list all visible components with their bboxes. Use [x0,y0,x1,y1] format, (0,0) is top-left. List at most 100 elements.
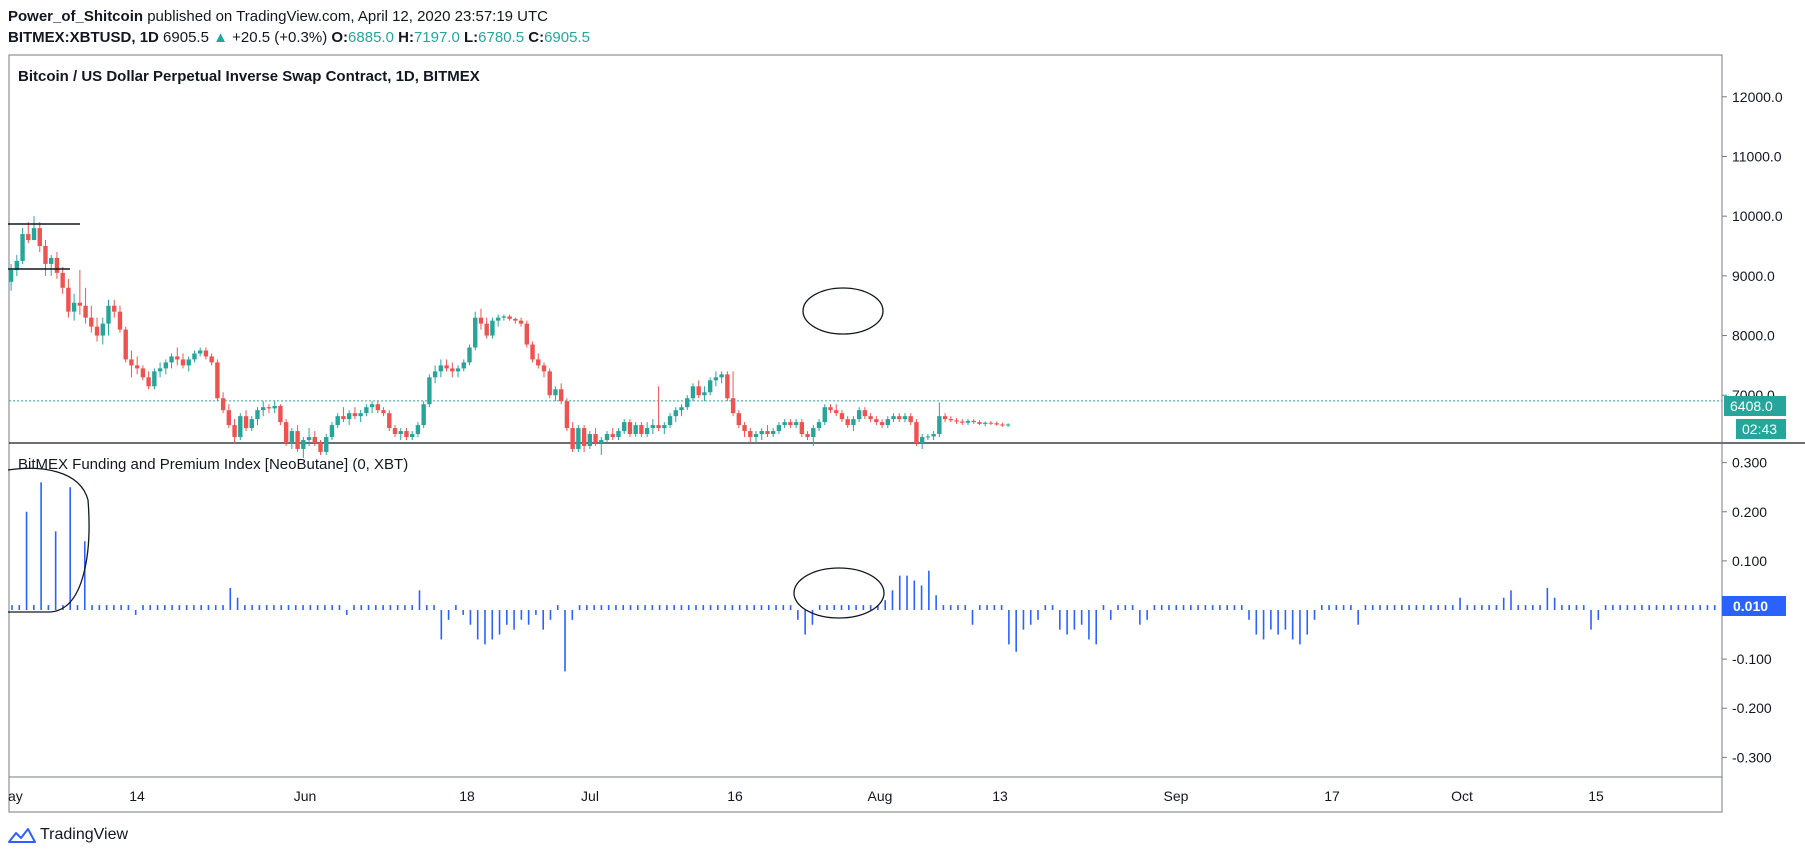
funding-tick-label: -0.300 [1732,749,1772,765]
candle [885,416,890,429]
candle-body [415,425,421,435]
candle [644,422,650,438]
candle [742,422,747,438]
candle [891,413,896,423]
candle-body [662,425,667,429]
candle [696,380,701,399]
candle-body [484,323,489,336]
candle-body [730,398,736,414]
candle-body [26,234,31,241]
candle [278,404,283,426]
candle [100,317,105,345]
candle [604,431,610,443]
candle [965,419,971,426]
candle-body [49,257,54,264]
candle-body [759,431,764,435]
candle-body [897,416,902,420]
circle-drawing-left[interactable] [7,467,90,613]
candle [369,401,375,414]
candle [759,428,764,441]
candle-body [77,302,83,306]
funding-pane-title: BitMEX Funding and Premium Index [NeoBut… [18,456,408,473]
candle [593,428,598,446]
candle [541,362,547,378]
candle [238,413,243,441]
candle-body [553,389,558,396]
candle-body [106,305,111,324]
high-value: 7197.0 [413,29,460,46]
footer[interactable]: TradingView [8,826,128,844]
candle [312,431,317,446]
candle [524,320,529,348]
candle [547,368,552,399]
candle [793,419,799,429]
candle-body [748,431,753,438]
candle-body [581,428,587,446]
candle-body [14,260,20,270]
candle [908,413,913,426]
candle-body [518,320,524,324]
range-lines-drawing[interactable] [8,223,80,270]
candle-body [278,405,283,423]
time-axis-ticks[interactable]: ay 14 Jun 18 Jul 16 Aug 13 Sep 17 Oct 15 [8,788,1604,804]
candle [117,305,123,333]
candle [816,419,822,432]
candle [94,317,100,342]
candle [690,383,696,402]
candle-body [536,359,541,366]
candle [902,413,908,423]
candle [209,353,214,366]
candle-body [112,305,117,312]
candle-body [690,386,696,399]
circle-drawing-top[interactable] [802,287,884,335]
candle [473,311,478,351]
candle-body [83,305,88,318]
candle-body [782,422,787,426]
candle [862,407,868,420]
time-tick-label: 15 [1588,788,1604,804]
time-tick-label: ay [8,788,23,804]
candle [163,359,169,375]
candle [994,421,999,426]
candle [31,216,37,241]
candle [685,395,690,411]
candle-body [289,431,295,443]
candle [828,404,833,414]
candle-body [713,377,719,381]
candle [914,419,919,446]
candle [272,401,277,414]
candle-body [232,425,237,438]
candle-body [60,272,65,288]
candle [897,413,902,423]
candle [988,420,994,426]
candle [450,362,455,378]
candle-body [874,419,879,423]
funding-axis-ticks[interactable]: -0.300 -0.200 -0.100 0.100 0.200 0.300 [1722,455,1772,766]
candle-body [633,425,638,435]
author-name[interactable]: Power_of_Shitcoin [8,8,144,25]
price-tick-label: 10000.0 [1732,208,1783,224]
candle-body [879,422,885,426]
open-label: O: [331,29,349,46]
candle-body [473,317,478,348]
candle [558,383,564,405]
change-value: +20.5 (+0.3%) [232,29,328,46]
candle [719,371,724,384]
candle-body [965,420,971,423]
candle-body [243,416,249,429]
candle-body [255,410,260,420]
candle-body [725,374,730,399]
circle-drawing-bottom[interactable] [793,567,885,619]
candle-body [203,350,209,357]
candle [324,434,329,455]
candle-body [364,407,369,414]
candle-body [43,246,48,264]
candle [71,293,77,321]
candle-body [685,398,690,408]
time-tick-label: Sep [1164,788,1189,804]
candle [1000,422,1005,427]
price-tick-label: 9000.0 [1732,268,1775,284]
candle-body [134,365,140,369]
